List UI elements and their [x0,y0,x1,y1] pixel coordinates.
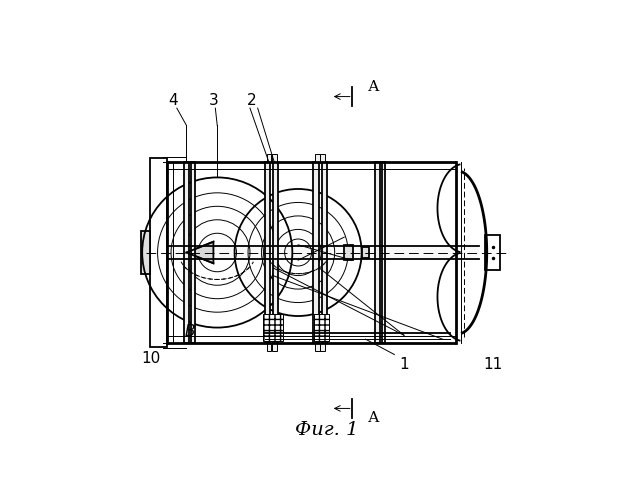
Bar [313,314,329,341]
Bar [142,232,150,274]
Bar [184,162,189,343]
Bar [315,154,320,162]
Text: В: В [185,324,196,339]
Bar [320,343,325,351]
Text: Фиг. 1: Фиг. 1 [295,420,359,438]
Text: 11: 11 [483,356,502,372]
Text: 1: 1 [399,356,409,372]
Polygon shape [186,242,213,264]
Bar [267,343,271,351]
Text: А: А [367,411,379,425]
Bar [382,162,385,343]
Bar [362,247,369,258]
Text: А: А [367,80,379,94]
Bar [273,162,278,343]
Bar [313,162,318,343]
Bar [263,314,283,341]
Bar [375,162,380,343]
Bar [345,245,353,260]
Bar [191,162,195,343]
Text: 10: 10 [141,351,160,366]
Bar [322,162,327,343]
Bar [315,343,320,351]
Bar [267,154,271,162]
Bar [320,154,325,162]
Bar [272,154,276,162]
Bar [272,343,276,351]
Text: 3: 3 [209,93,218,108]
Bar [150,158,167,347]
Bar [167,246,479,258]
Bar [485,235,500,270]
Text: 2: 2 [247,93,256,108]
Text: 4: 4 [168,93,178,108]
Bar [265,162,270,343]
